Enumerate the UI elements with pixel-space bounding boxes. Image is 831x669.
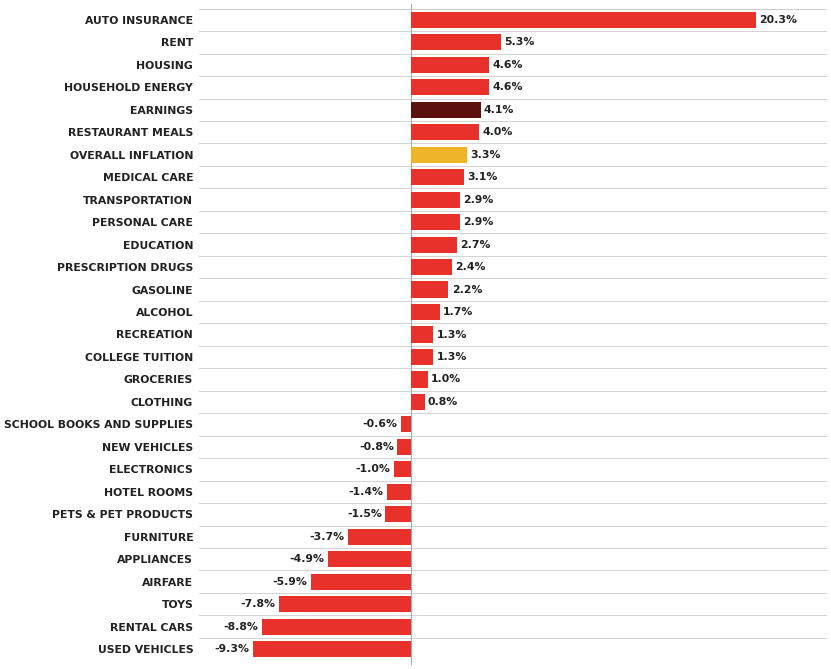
Text: 1.0%: 1.0% [431, 375, 461, 385]
Bar [253, 641, 411, 657]
Text: 1.7%: 1.7% [443, 307, 474, 317]
Text: -0.6%: -0.6% [362, 419, 397, 429]
Bar [411, 304, 440, 320]
Bar [411, 282, 448, 298]
Text: 2.9%: 2.9% [464, 217, 494, 227]
Text: 2.4%: 2.4% [455, 262, 485, 272]
Bar [411, 57, 489, 73]
Bar [411, 169, 464, 185]
Bar [386, 506, 411, 522]
Text: 1.3%: 1.3% [436, 352, 467, 362]
Bar [327, 551, 411, 567]
Bar [311, 573, 411, 590]
Bar [348, 529, 411, 545]
Bar [411, 349, 433, 365]
Text: -1.0%: -1.0% [356, 464, 391, 474]
Text: 3.1%: 3.1% [467, 172, 497, 182]
Text: 1.3%: 1.3% [436, 330, 467, 339]
Bar [411, 214, 460, 230]
Text: -3.7%: -3.7% [310, 532, 345, 542]
Text: -7.8%: -7.8% [240, 599, 275, 609]
Text: 4.6%: 4.6% [493, 60, 523, 70]
Text: -9.3%: -9.3% [214, 644, 249, 654]
Bar [411, 147, 467, 163]
Bar [411, 124, 479, 140]
Bar [387, 484, 411, 500]
Bar [401, 416, 411, 432]
Text: -8.8%: -8.8% [224, 622, 258, 632]
Text: -1.5%: -1.5% [347, 509, 382, 519]
Bar [278, 596, 411, 612]
Text: 2.2%: 2.2% [452, 284, 482, 294]
Text: 0.8%: 0.8% [428, 397, 458, 407]
Text: 5.3%: 5.3% [504, 37, 534, 47]
Text: -5.9%: -5.9% [273, 577, 307, 587]
Text: 2.9%: 2.9% [464, 195, 494, 205]
Bar [411, 394, 425, 410]
Text: 2.7%: 2.7% [460, 240, 490, 250]
Text: -0.8%: -0.8% [359, 442, 394, 452]
Bar [411, 237, 457, 253]
Bar [411, 259, 452, 275]
Bar [411, 34, 501, 50]
Text: -1.4%: -1.4% [349, 487, 384, 497]
Bar [397, 439, 411, 455]
Text: 3.3%: 3.3% [470, 150, 501, 160]
Bar [411, 102, 480, 118]
Bar [262, 619, 411, 635]
Text: 4.6%: 4.6% [493, 82, 523, 92]
Bar [411, 371, 428, 387]
Text: 20.3%: 20.3% [759, 15, 797, 25]
Bar [411, 326, 433, 343]
Text: -4.9%: -4.9% [289, 554, 324, 564]
Bar [411, 79, 489, 96]
Text: 4.1%: 4.1% [484, 105, 514, 115]
Bar [411, 191, 460, 208]
Bar [394, 461, 411, 478]
Text: 4.0%: 4.0% [482, 127, 513, 137]
Bar [411, 12, 755, 28]
